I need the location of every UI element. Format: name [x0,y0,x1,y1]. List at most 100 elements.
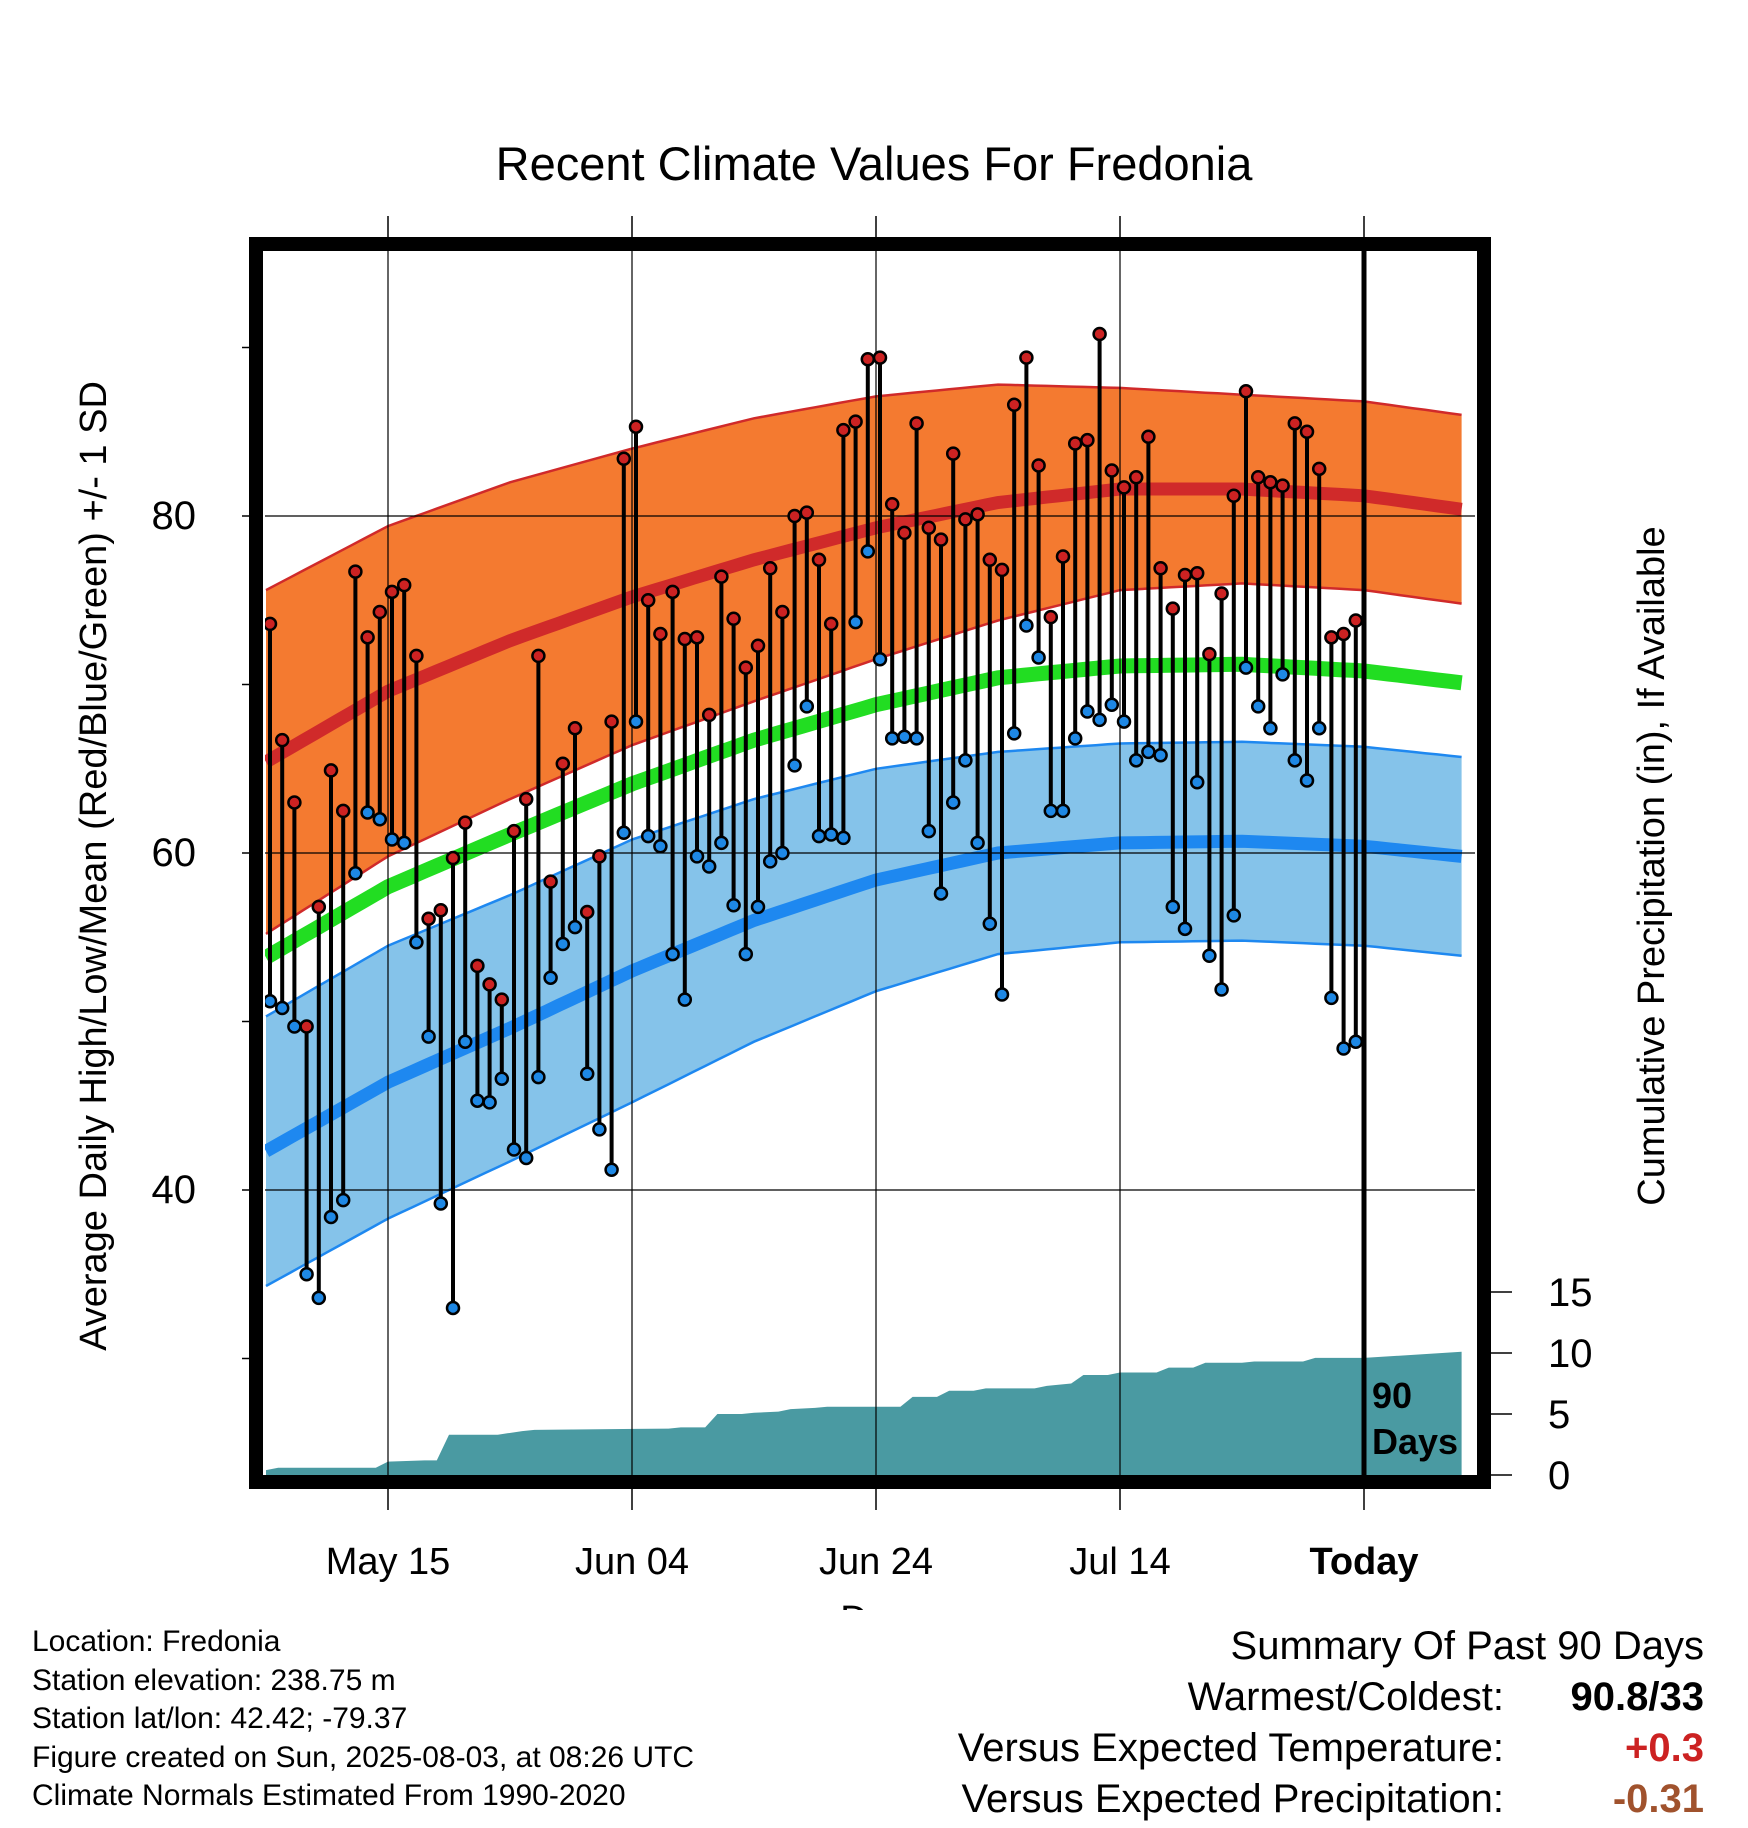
daily-high-point [909,416,924,431]
daily-low-point [823,827,839,842]
daily-high-point [750,638,766,653]
daily-low-point [689,849,705,864]
temp-row: Versus Expected Temperature: +0.3 [958,1723,1704,1774]
daily-low-point [1263,721,1278,736]
daily-low-point [396,835,412,851]
daily-high-point [787,508,802,524]
daily-low-point [1128,753,1144,768]
y-tick-label: 40 [152,1168,197,1212]
y2-tick-label: 15 [1548,1271,1593,1315]
daily-low-point [799,699,815,714]
daily-low-point [1324,990,1339,1006]
daily-high-point [311,899,327,915]
daily-high-point [265,616,278,632]
warm-cold-label: Warmest/Coldest: [1187,1675,1504,1719]
daily-low-point [348,865,363,881]
temp-label: Versus Expected Temperature: [957,1726,1504,1770]
plot-frame [249,237,1491,1489]
daily-high-point [1141,429,1156,445]
daily-low-point [848,614,863,630]
daily-high-point [872,350,888,365]
daily-high-point [762,560,778,576]
daily-low-point [518,1150,534,1166]
daily-low-point [665,946,680,962]
daily-high-point [1116,480,1132,495]
daily-low-point [787,758,802,773]
daily-high-point [1263,475,1278,490]
warm-cold-value: 90.8/33 [1570,1675,1704,1719]
daily-low-point [1287,753,1303,768]
x-tick-label: May 15 [326,1541,451,1583]
daily-low-point [640,828,656,844]
daily-high-point [884,496,900,512]
daily-high-point [470,958,485,974]
high-sd-band [266,384,1462,934]
daily-low-point [274,1000,290,1016]
station-info: Location: Fredonia Station elevation: 23… [32,1623,694,1816]
daily-low-point [897,729,912,744]
daily-low-point [323,1209,339,1225]
daily-high-point [665,584,680,600]
daily-high-point [1104,463,1120,478]
daily-low-point [775,845,790,861]
daily-low-point [1348,1034,1364,1049]
daily-high-point [543,874,558,889]
daily-low-point [970,835,985,851]
daily-low-point [1104,697,1120,712]
normal-high-line [265,482,1463,768]
daily-low-point [945,795,961,810]
daily-high-point [1311,461,1327,477]
daily-high-point [860,352,876,367]
precipitation-area [266,1351,1462,1475]
high-upper-edge [265,383,1462,592]
daily-low-point [982,916,998,932]
warm-cold-row: Warmest/Coldest: 90.8/33 [958,1672,1704,1723]
daily-high-point [1214,586,1229,601]
daily-low-point [726,897,741,913]
daily-low-point [421,1029,436,1044]
daily-low-point [1116,714,1132,729]
daily-high-point [1067,436,1083,451]
daily-high-point [274,732,290,748]
daily-high-point [1299,424,1315,439]
daily-high-point [921,520,937,536]
daily-high-point [567,721,583,736]
daily-high-point [738,660,754,675]
daily-high-point [323,763,339,778]
daily-high-point [1275,478,1290,493]
temp-value: +0.3 [1625,1726,1704,1770]
daily-low-point [360,805,375,820]
daily-high-point [1006,397,1022,413]
daily-high-point [994,562,1010,578]
daily-low-point [1311,721,1327,736]
precip-label: Versus Expected Precipitation: [961,1777,1504,1821]
daily-high-point [1287,416,1303,431]
daily-low-point [653,839,668,854]
daily-high-point [1348,613,1364,628]
daily-high-point [287,795,302,810]
x-tick-label: Jun 04 [575,1541,689,1583]
daily-high-point [1250,469,1266,485]
daily-low-point [958,753,973,768]
daily-low-point [1067,731,1083,746]
daily-high-point [1238,384,1254,399]
chart-title: Recent Climate Values For Fredonia [496,137,1254,190]
daily-low-point [1189,774,1205,790]
daily-low-point [933,886,949,901]
daily-high-point [1031,458,1046,473]
daily-low-point [482,1095,497,1110]
daily-low-point [299,1267,314,1282]
daily-low-point [384,832,400,847]
precip-row: Versus Expected Precipitation: -0.31 [958,1774,1704,1825]
daily-low-point [1153,748,1168,763]
summary-heading: Summary Of Past 90 Days [1230,1624,1704,1668]
daily-low-point [506,1142,522,1157]
daily-high-point [945,446,961,461]
low-lower-edge [265,939,1462,1288]
plot-area: 90 Days [265,245,1475,1475]
daily-low-point [1299,773,1315,788]
daily-low-point [701,859,717,874]
daily-high-point [1080,432,1095,448]
daily-low-point [738,946,754,962]
daily-high-point [677,631,693,647]
